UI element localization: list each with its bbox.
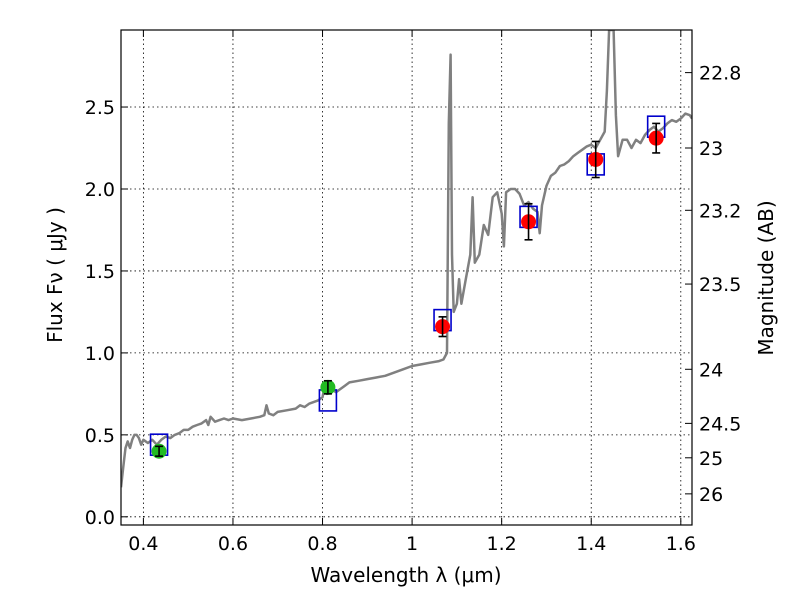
right-tick-label: 22.8 [699, 63, 741, 85]
series-optical-photometry [151, 379, 336, 459]
right-tick-label: 23.2 [699, 200, 741, 222]
spectrum-line [121, 30, 692, 488]
y-tick-label: 1.5 [85, 261, 115, 283]
y-tick-label: 0.0 [85, 507, 115, 529]
x-axis-title: Wavelength λ (μm) [310, 563, 501, 587]
grid-lines [121, 30, 692, 525]
y-tick-label: 2.5 [85, 97, 115, 119]
y-tick-label: 2.0 [85, 179, 115, 201]
right-tick-label: 23 [699, 138, 723, 160]
x-tick-label: 1.6 [666, 533, 696, 555]
y-tick-label: 0.5 [85, 425, 115, 447]
right-tick-label: 23.5 [699, 274, 741, 296]
x-tick-label: 0.4 [128, 533, 158, 555]
series-near-IR-photometry [435, 122, 664, 338]
x-tick-label: 0.6 [218, 533, 248, 555]
right-tick-label: 26 [699, 484, 723, 506]
data-series [121, 30, 692, 488]
series-synthetic-photometry [149, 115, 666, 456]
axis-ticks: 0.4 0.6 0.8 1 1.2 1.4 1.6 0.0 0.5 1.0 1.5 2.0 2.5 22.… [85, 30, 741, 555]
right-tick-label: 25 [699, 448, 723, 470]
right-axis-title: Magnitude (AB) [754, 200, 778, 355]
x-tick-label: 1 [406, 533, 418, 555]
series-model-spectrum [121, 30, 692, 488]
x-tick-label: 0.8 [307, 533, 337, 555]
x-tick-label: 1.4 [576, 533, 606, 555]
x-tick-label: 1.2 [487, 533, 517, 555]
y-axis-title: Flux Fν ( μJy ) [43, 207, 67, 343]
plot-frame [120, 29, 693, 526]
y-tick-label: 1.0 [85, 343, 115, 365]
right-tick-label: 24.5 [699, 413, 741, 435]
right-tick-label: 24 [699, 359, 723, 381]
